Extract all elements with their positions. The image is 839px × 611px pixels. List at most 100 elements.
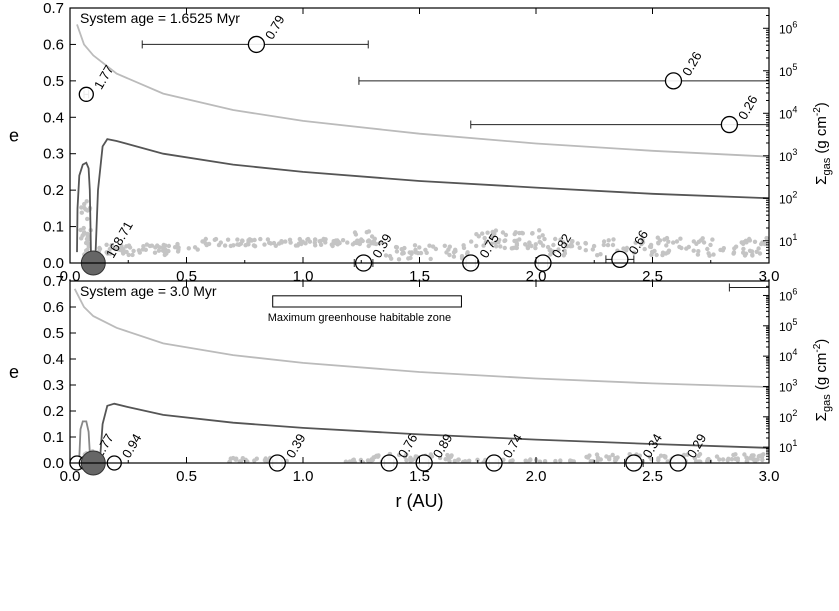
planetesimal-point — [624, 245, 630, 251]
planetesimal-point — [639, 241, 644, 247]
planetesimal-point — [400, 251, 405, 256]
planetesimal-point — [225, 237, 231, 242]
planetesimal-point — [662, 237, 667, 242]
planetesimal-point — [166, 248, 171, 254]
y2-tick-label: 104 — [779, 104, 797, 121]
plot-frame — [69, 7, 770, 264]
planetesimal-point — [633, 240, 638, 245]
planetesimal-point — [664, 243, 669, 248]
planetesimal-point — [452, 458, 457, 463]
planetesimal-point — [81, 231, 87, 236]
planetesimal-point — [475, 457, 480, 462]
planetesimal-point — [648, 242, 654, 248]
planetesimal-point — [665, 459, 670, 463]
planetesimal-point — [481, 243, 486, 248]
planetesimal-point — [739, 240, 744, 245]
planetesimal-point — [295, 243, 300, 248]
y-tick-label: 0.0 — [43, 255, 64, 272]
planetesimal-point — [451, 254, 457, 259]
planetesimal-point — [595, 458, 600, 463]
planetesimal-point — [192, 245, 198, 250]
y-tick-label: 0.4 — [43, 109, 64, 126]
planetesimal-point — [756, 454, 761, 459]
planetesimal-point — [666, 248, 672, 253]
planetesimal-point — [474, 243, 479, 249]
planetesimal-point — [601, 239, 607, 244]
planetesimal-point — [663, 251, 669, 256]
planetesimal-point — [175, 241, 180, 247]
y-tick-label: 0.6 — [43, 36, 64, 53]
planetesimal-point — [406, 256, 411, 261]
planet-circle — [664, 72, 683, 90]
planetesimal-point — [172, 245, 178, 250]
planetesimal-point — [428, 256, 433, 262]
planet-circle — [720, 115, 739, 134]
planetesimal-point — [161, 242, 166, 248]
planetesimal-point — [427, 243, 432, 248]
planetesimal-point — [537, 228, 542, 233]
planetesimal-point — [126, 252, 131, 258]
planetesimal-point — [752, 457, 758, 462]
planetesimal-point — [511, 245, 516, 251]
gas-curve-1 — [76, 24, 769, 158]
planetesimal-point — [298, 240, 303, 245]
planetesimal-point — [594, 452, 600, 457]
planetesimal-point — [445, 452, 450, 458]
planetesimal-point — [725, 458, 730, 463]
planetesimal-point — [222, 243, 228, 248]
planetesimal-point — [252, 458, 257, 463]
planetesimal-point — [322, 238, 327, 243]
planetesimal-point — [482, 235, 487, 241]
planetesimal-point — [564, 243, 569, 248]
planetesimal-point — [147, 243, 153, 249]
planet-marker: 0.34 — [624, 431, 665, 472]
x-axis-label: r (AU) — [396, 491, 444, 511]
planetesimal-point — [228, 243, 233, 249]
planetesimal-point — [85, 239, 90, 244]
planetesimal-point — [252, 237, 257, 243]
planetesimal-point — [175, 249, 181, 254]
planetesimal-point — [480, 231, 485, 236]
planetesimal-point — [415, 250, 421, 256]
habitable-zone-box — [272, 295, 462, 308]
planetesimal-point — [273, 243, 278, 248]
planetesimal-point — [591, 243, 597, 249]
y2-axis: 101 102 103 104 105 106 Σgas (g cm-2) — [763, 285, 833, 460]
planetesimal-point — [642, 246, 647, 252]
planetesimal-point — [693, 459, 699, 463]
planetesimal-point — [561, 253, 566, 258]
planetesimal-point — [720, 457, 726, 462]
y2-tick-label: 102 — [779, 189, 797, 206]
planetesimal-point — [483, 239, 489, 245]
planet-mass-label: 0.79 — [262, 13, 288, 42]
planetesimal-point — [236, 242, 242, 247]
planetesimal-point — [621, 246, 626, 251]
x-axis: 0.0 0.5 1.0 1.5 2.0 2.5 3.0 r (AU) — [60, 281, 779, 511]
planetesimal-point — [235, 237, 240, 242]
planetesimal-point — [350, 458, 355, 463]
planetesimal-point — [312, 240, 317, 245]
planetesimal-point — [678, 236, 683, 241]
planetesimal-point — [540, 233, 545, 238]
planetesimal-point — [246, 238, 251, 243]
plot-area — [73, 288, 769, 463]
planetesimal-point — [752, 239, 758, 244]
planetesimal-point — [500, 230, 506, 235]
planetesimal-point — [610, 452, 615, 458]
planetesimal-point — [383, 253, 389, 258]
planetesimal-point — [749, 453, 754, 458]
planetesimal-point — [279, 239, 284, 244]
planet-marker — [728, 283, 769, 292]
planetesimal-point — [558, 458, 563, 463]
planetesimal-point — [743, 251, 749, 256]
planet-marker: 0.89 — [415, 431, 455, 472]
planetesimal-point — [654, 252, 659, 258]
planetesimal-point — [537, 239, 542, 245]
planetesimal-point — [490, 229, 495, 235]
planetesimal-point — [540, 243, 546, 248]
planetesimal-point — [660, 252, 665, 258]
planetesimal-point — [366, 243, 371, 249]
planetesimal-point — [764, 235, 769, 241]
planetesimal-point — [130, 252, 135, 258]
